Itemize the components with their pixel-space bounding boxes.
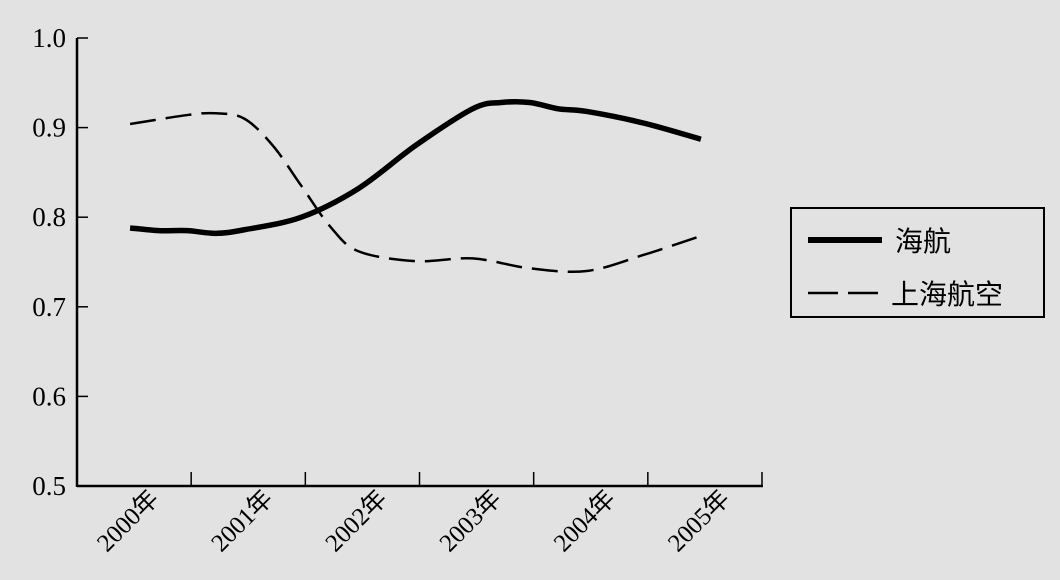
axes: 0.5 0.6 0.7 0.8 0.9 1.0 2000年 2001年 2002年 2003年 20… (32, 23, 763, 557)
legend-label-series-0: 海航 (895, 225, 951, 258)
y-tick-label: 1.0 (32, 23, 66, 53)
y-tick-label: 0.8 (32, 202, 66, 232)
x-tick-label: 2000年 (91, 484, 164, 557)
y-tick-label: 0.5 (32, 471, 66, 501)
y-tick-label: 0.7 (32, 292, 66, 322)
x-tick-label: 2002年 (320, 484, 393, 557)
x-tick-label: 2004年 (548, 484, 621, 557)
legend: 海航 上海航空 (790, 207, 1045, 318)
series-layer (129, 98, 702, 274)
y-tick-label: 0.6 (32, 381, 66, 411)
x-tick-label: 2003年 (434, 484, 507, 557)
series-line-0 (129, 98, 702, 237)
x-tick-label: 2005年 (662, 484, 735, 557)
legend-label-series-1: 上海航空 (891, 278, 1003, 311)
legend-box (790, 207, 1045, 318)
series-line-1 (129, 111, 702, 274)
x-tick-label: 2001年 (206, 484, 279, 557)
y-tick-label: 0.9 (32, 113, 66, 143)
